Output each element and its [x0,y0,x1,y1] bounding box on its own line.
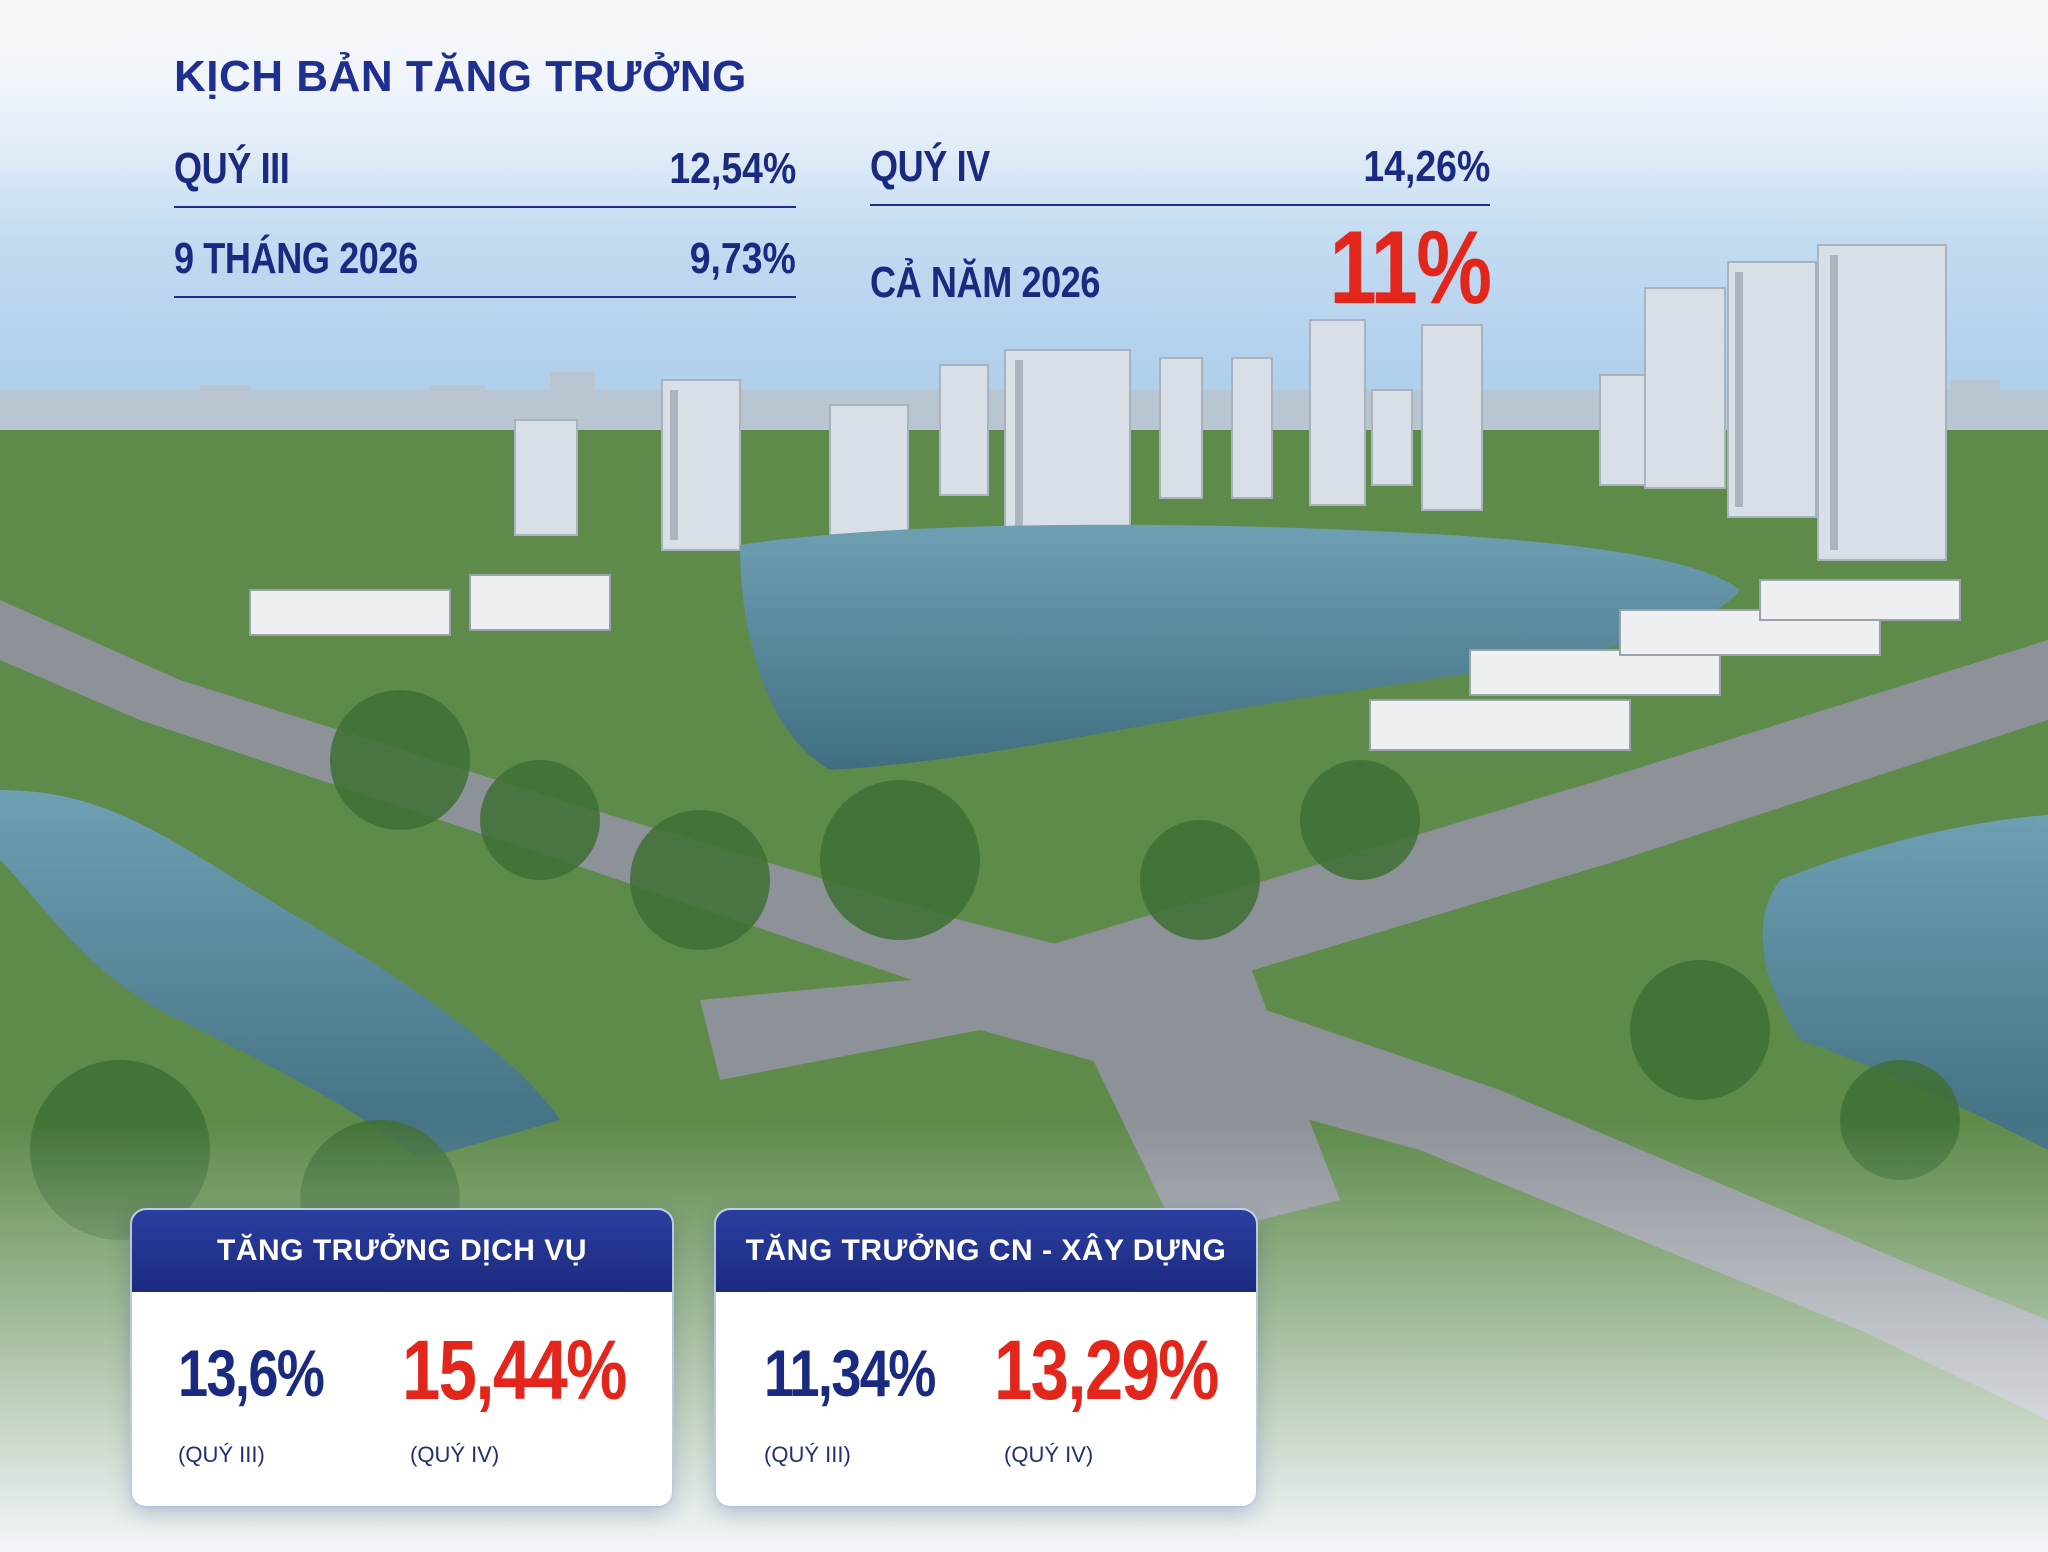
industry-q4-value: 13,29% [994,1323,1219,1417]
stat-value-full-year: 11% [1328,210,1492,326]
stat-row-q3: QUÝ III 12,54% [174,142,796,208]
stat-value-q3: 12,54% [669,144,796,193]
services-card-values: 13,6% (QUÝ III) 15,44% (QUÝ IV) [132,1292,672,1506]
stat-label-full-year: CẢ NĂM 2026 [870,258,1101,307]
industry-q3-note: (QUÝ III) [764,1442,851,1467]
services-card-title: TĂNG TRƯỞNG DỊCH VỤ [132,1210,672,1292]
stat-value-q4: 14,26% [1363,142,1490,191]
services-q3-value: 13,6% [178,1336,325,1410]
services-q3-note: (QUÝ III) [178,1442,265,1467]
services-q4-value: 15,44% [402,1323,627,1417]
stat-value-nine-months: 9,73% [689,234,796,283]
stat-row-full-year: CẢ NĂM 2026 11% [870,216,1492,320]
stat-label-q4: QUÝ IV [870,142,990,191]
industry-q3-value: 11,34% [764,1336,936,1410]
stat-label-q3: QUÝ III [174,144,290,193]
industry-card-title: TĂNG TRƯỞNG CN - XÂY DỰNG [716,1210,1256,1292]
industry-card-values: 11,34% (QUÝ III) 13,29% (QUÝ IV) [716,1292,1256,1506]
stat-row-q4: QUÝ IV 14,26% [870,140,1490,206]
stat-label-nine-months: 9 THÁNG 2026 [174,234,418,283]
stat-row-nine-months: 9 THÁNG 2026 9,73% [174,232,796,298]
page-title: KỊCH BẢN TĂNG TRƯỞNG [174,52,747,101]
services-growth-card: TĂNG TRƯỞNG DỊCH VỤ 13,6% (QUÝ III) 15,4… [132,1210,672,1506]
industry-construction-growth-card: TĂNG TRƯỞNG CN - XÂY DỰNG 11,34% (QUÝ II… [716,1210,1256,1506]
industry-q4-note: (QUÝ IV) [1004,1442,1094,1467]
services-q4-note: (QUÝ IV) [410,1442,500,1467]
